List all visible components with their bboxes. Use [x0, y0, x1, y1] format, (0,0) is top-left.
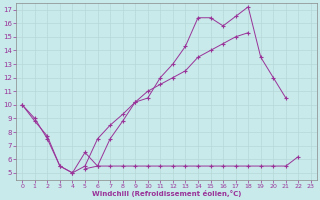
X-axis label: Windchill (Refroidissement éolien,°C): Windchill (Refroidissement éolien,°C): [92, 190, 241, 197]
